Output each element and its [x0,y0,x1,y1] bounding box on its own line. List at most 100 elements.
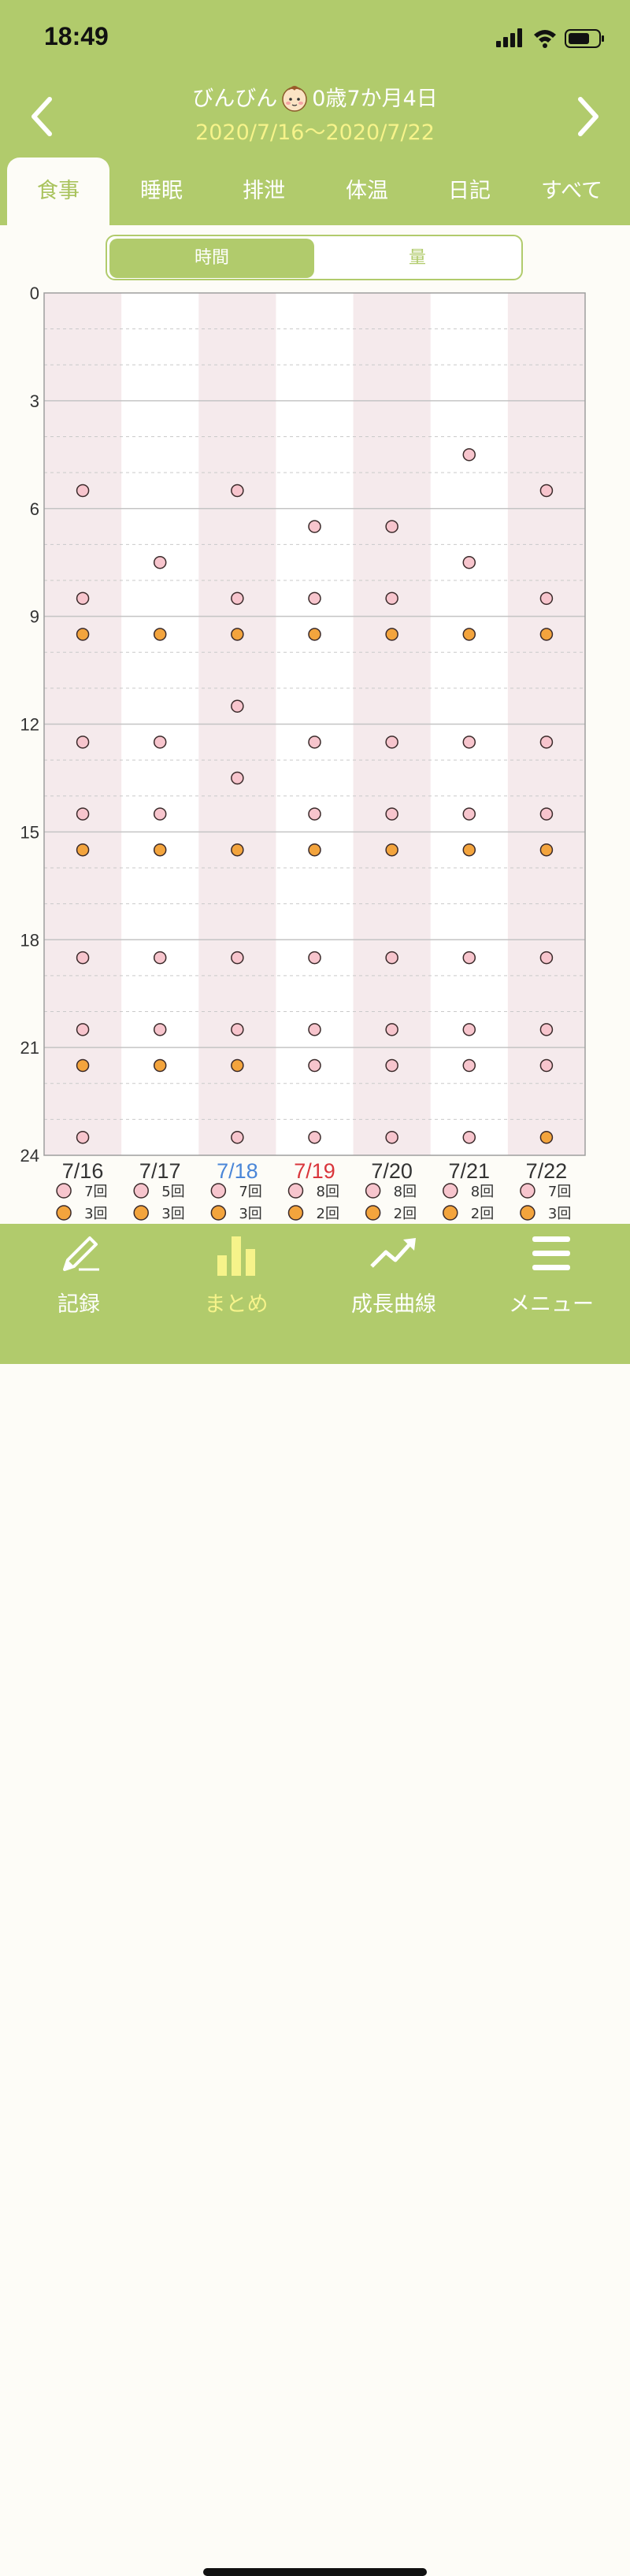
child-age: 0歳7か月4日 [312,87,438,111]
count-orange-label: 2回 [394,1206,417,1222]
tab-temperature[interactable]: 体温 [346,179,388,203]
next-week-button[interactable] [569,93,608,140]
count-orange-label: 3回 [239,1206,261,1222]
meal-point-pink [231,699,244,713]
meal-point-pink [462,1130,476,1144]
nav-record[interactable]: 記録 [0,1224,158,1334]
nav-record-label: 記録 [57,1292,100,1317]
y-tick-label: 24 [20,1146,39,1166]
count-orange-label: 3回 [84,1206,107,1222]
count-orange-marker [287,1205,304,1221]
child-name: びんびん [192,87,278,111]
count-pink-label: 7回 [548,1184,571,1200]
day-label: 7/21 [449,1159,491,1183]
meal-point-pink [462,1058,476,1073]
meal-point-pink [385,951,398,965]
count-pink-label: 8回 [394,1184,417,1200]
y-tick-label: 9 [30,607,39,627]
count-pink-label: 7回 [239,1184,261,1200]
nav-summary[interactable]: まとめ [158,1224,315,1334]
tab-excretion[interactable]: 排泄 [243,179,285,203]
meal-time-chart: 036912151821247/167回3回7/175回3回7/187回3回7/… [20,284,586,1222]
meal-point-pink [76,736,90,749]
meal-point-pink [76,591,90,606]
count-orange-marker [210,1205,227,1221]
y-tick-label: 3 [30,391,39,411]
y-tick-label: 6 [30,499,39,519]
menu-icon [532,1236,570,1270]
count-orange-label: 3回 [161,1206,184,1222]
meal-point-pink [308,520,321,533]
tab-all[interactable]: すべて [540,179,603,203]
nav-growth-label: 成長曲線 [351,1292,436,1317]
count-pink-marker [56,1183,72,1199]
meal-point-pink [308,1130,321,1144]
segment-time[interactable]: 時間 [109,239,314,278]
meal-point-pink [385,591,398,606]
nav-menu[interactable]: メニュー [472,1224,630,1334]
meal-point-orange [385,628,398,641]
meal-point-pink [231,1130,244,1144]
meal-point-pink [153,1023,167,1036]
count-pink-label: 7回 [84,1184,107,1200]
meal-point-orange [231,628,244,641]
meal-point-orange [231,843,244,857]
tab-meal[interactable]: 食事 [7,158,109,225]
meal-point-pink [385,807,398,821]
count-pink-marker [443,1183,458,1199]
count-orange-label: 3回 [548,1206,571,1222]
date-range: 2020/7/16〜2020/7/22 [195,120,435,145]
meal-point-pink [539,807,554,821]
nav-growth[interactable]: 成長曲線 [315,1224,472,1334]
meal-point-pink [462,736,476,749]
meal-point-orange [462,628,476,641]
meal-point-pink [231,951,244,965]
day-label: 7/17 [139,1159,181,1183]
meal-point-pink [76,1130,90,1144]
meal-point-orange [462,843,476,857]
meal-point-pink [76,951,90,965]
meal-point-orange [385,843,398,857]
meal-point-pink [76,807,90,821]
category-tabs: 食事 睡眠 排泄 体温 日記 すべて [0,158,630,225]
count-orange-marker [520,1205,536,1221]
cellular-signal-icon [496,28,522,47]
meal-point-pink [231,771,244,785]
count-orange-marker [56,1205,72,1221]
meal-point-pink [153,951,167,965]
nav-summary-label: まとめ [204,1292,269,1317]
count-pink-marker [520,1183,536,1199]
y-tick-label: 18 [20,930,39,950]
meal-point-orange [76,628,90,641]
meal-point-pink [462,807,476,821]
meal-point-orange [308,843,321,857]
child-title: びんびん 0歳7か月4日 [0,81,630,118]
meal-point-pink [462,555,476,569]
meal-point-pink [231,591,244,606]
view-segment-control: 時間 量 [106,235,523,280]
segment-amount[interactable]: 量 [408,248,426,268]
meal-point-orange [153,1058,167,1073]
status-icons [496,25,606,54]
day-label: 7/20 [371,1159,413,1183]
meal-point-pink [385,736,398,749]
tab-sleep[interactable]: 睡眠 [140,179,183,203]
meal-point-pink [539,1023,554,1036]
prev-week-button[interactable] [22,93,61,140]
meal-point-pink [308,807,321,821]
meal-point-pink [462,1023,476,1036]
count-pink-marker [365,1183,381,1199]
bar-chart-icon [217,1236,255,1276]
tab-diary[interactable]: 日記 [448,179,491,203]
count-pink-label: 8回 [317,1184,339,1200]
day-label: 7/16 [62,1159,104,1183]
meal-point-orange [539,628,554,641]
y-tick-label: 0 [30,284,39,303]
meal-point-pink [308,1023,321,1036]
home-indicator [203,2568,427,2576]
count-orange-label: 2回 [317,1206,339,1222]
app-header: 18:49 びんびん [0,0,630,225]
meal-point-orange [76,843,90,857]
meal-point-pink [76,1023,90,1036]
y-tick-label: 15 [20,822,39,842]
